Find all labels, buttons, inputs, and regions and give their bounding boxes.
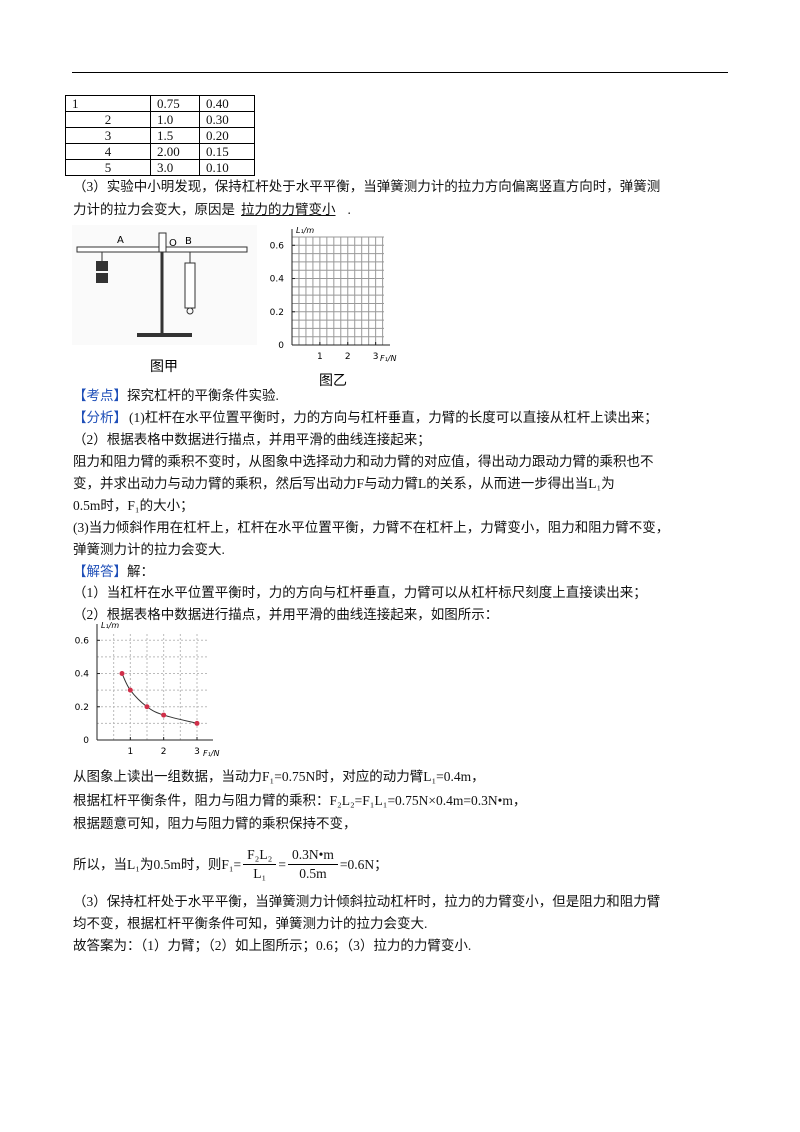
text-line: （3）保持杠杆处于水平平衡，当弹簧测力计倾斜拉动杠杆时，拉力的力臂变小，但是阻力… — [73, 894, 661, 909]
table-cell: 5 — [65, 159, 151, 176]
text-line: (3)当力倾斜作用在杠杆上，杠杆在水平位置平衡，力臂不在杠杆上，力臂变小，阻力和… — [73, 520, 670, 535]
section-line: 【解答】解： — [73, 563, 154, 581]
question-line: （3）实验中小明发现，保持杠杆处于水平平衡，当弹簧测力计的拉力方向偏离竖直方向时… — [73, 179, 661, 194]
x-axis-label: F₁/N — [380, 354, 397, 363]
y-axis-label: L₁/m — [101, 621, 119, 630]
y-tick-label: 0 — [83, 736, 89, 746]
text-line: 变，并求出动力与动力臂的乘积，然后写出动力F与动力臂L的关系，从而进一步得出当L… — [73, 476, 615, 491]
table-cell: 0.30 — [199, 111, 255, 128]
data-point — [119, 671, 125, 677]
table-row: 2 1.0 0.30 — [65, 111, 255, 128]
y-tick-label: 0.2 — [270, 308, 284, 318]
x-tick-label: 2 — [161, 747, 167, 757]
tag: 【解答】 — [73, 564, 127, 579]
spring-scale — [184, 262, 196, 309]
figure-b: 1 2 3 0 0.2 0.4 0.6 L₁/m F₁/N 图乙 — [270, 226, 397, 389]
x-tick-label: 3 — [373, 352, 379, 362]
table-cell: 3 — [65, 127, 151, 144]
text: 探究杠杆的平衡条件实验. — [127, 388, 279, 403]
text-line: （2）根据表格中数据进行描点，并用平滑的曲线连接起来； — [73, 432, 431, 447]
answer: 拉力的力臂变小 — [241, 202, 336, 217]
y-tick-label: 0.4 — [270, 275, 285, 285]
table-cell: 3.0 — [150, 159, 200, 176]
label: O — [169, 238, 177, 249]
y-tick-label: 0 — [278, 341, 284, 351]
x-axis-label: F₁/N — [203, 749, 220, 758]
text-line: （2）根据表格中数据进行描点，并用平滑的曲线连接起来，如图所示： — [73, 607, 499, 622]
x-tick-label: 1 — [127, 747, 133, 757]
text-line: (1)杠杆在水平位置平衡时，力的方向与杠杆垂直，力臂的长度可以直接从杠杆上读出来… — [129, 410, 658, 425]
curve — [121, 673, 198, 724]
data-table: 1 0.75 0.40 2 1.0 0.30 3 1.5 0.20 4 2.00 0.15 5 3.0 0.… — [65, 95, 255, 176]
fraction: F₂L₂ L₁ — [243, 846, 277, 883]
table-row: 1 0.75 0.40 — [65, 95, 255, 112]
denominator: L₁ — [253, 866, 267, 881]
tag: 【分析】 — [73, 410, 127, 425]
weight — [96, 261, 108, 271]
denominator: 0.5m — [299, 866, 327, 881]
ring — [186, 307, 194, 315]
table-cell: 2 — [65, 111, 151, 128]
text: 力计的拉力会变大，原因是 — [73, 202, 235, 217]
y-axis-label: L₁/m — [296, 226, 314, 235]
text: =0.6N； — [339, 856, 388, 872]
table-cell: 0.15 — [199, 143, 255, 160]
text-line: 故答案为：（1）力臂；（2）如上图所示；0.6；（3）拉力的力臂变小. — [73, 938, 472, 953]
text-line: 根据杠杆平衡条件，阻力与阻力臂的乘积：F₂L₂=F₁L₁=0.75N×0.4m=… — [73, 792, 527, 808]
data-point — [161, 712, 167, 718]
label: A — [117, 235, 124, 246]
x-tick-label: 2 — [345, 352, 351, 362]
table-cell: 1.5 — [150, 127, 200, 144]
text-line: 阻力和阻力臂的乘积不变时，从图象中选择动力和动力臂的对应值，得出动力跟动力臂的乘… — [73, 454, 654, 469]
tag: 【考点】 — [73, 388, 127, 403]
answer-graph: 1 2 3 0 0.2 0.4 0.6 L₁/m F₁/N — [75, 621, 220, 758]
y-tick-label: 0.4 — [75, 670, 90, 680]
table-cell: 0.75 — [150, 95, 200, 112]
table-cell: 2.00 — [150, 143, 200, 160]
text-line: 根据题意可知，阻力与阻力臂的乘积保持不变， — [73, 816, 357, 831]
text: . — [347, 202, 351, 217]
y-tick-label: 0.2 — [75, 703, 89, 713]
section-line: 【考点】探究杠杆的平衡条件实验. — [73, 387, 279, 405]
table-cell: 1.0 — [150, 111, 200, 128]
y-tick-label: 0.6 — [270, 241, 285, 251]
question-line: 力计的拉力会变大，原因是 拉力的力臂变小. — [73, 201, 351, 219]
caption: 图甲 — [150, 359, 178, 375]
fraction: 0.3N•m 0.5m — [287, 846, 338, 883]
numerator: 0.3N•m — [287, 846, 338, 865]
table-row: 5 3.0 0.10 — [65, 159, 255, 176]
base — [137, 333, 192, 337]
text: 解： — [127, 564, 154, 579]
table-cell: 4 — [65, 143, 151, 160]
label: B — [185, 236, 192, 247]
figure-a: A O B 图甲 — [72, 225, 257, 375]
table-row: 4 2.00 0.15 — [65, 143, 255, 160]
text-line: （1）当杠杆在水平位置平衡时，力的方向与杠杆垂直，力臂可以从杠杆标尺刻度上直接读… — [73, 585, 647, 600]
text: = — [278, 856, 286, 872]
table-cell: 0.40 — [199, 95, 255, 112]
text-line: 弹簧测力计的拉力会变大. — [73, 542, 225, 557]
x-tick-label: 3 — [194, 747, 200, 757]
x-tick-label: 1 — [317, 352, 323, 362]
y-tick-label: 0.6 — [75, 636, 90, 646]
top-rule — [72, 72, 728, 73]
table-row: 3 1.5 0.20 — [65, 127, 255, 144]
text-line: 从图象上读出一组数据，当动力F₁=0.75N时，对应的动力臂L₁=0.4m， — [73, 769, 485, 784]
fraction-line: 所以，当L₁为0.5m时，则F₁= F₂L₂ L₁ = 0.3N•m 0.5m =0… — [73, 846, 388, 883]
data-point — [127, 687, 133, 693]
table-cell: 0.10 — [199, 159, 255, 176]
numerator: F₂L₂ — [243, 846, 277, 865]
data-point — [144, 704, 150, 710]
text: 所以，当L₁为0.5m时，则F₁= — [73, 856, 242, 872]
data-point — [194, 720, 200, 726]
text-line: 均不变，根据杠杆平衡条件可知，弹簧测力计的拉力会变大. — [73, 916, 428, 931]
text-line: 0.5m时，F₁的大小； — [73, 498, 194, 513]
caption: 图乙 — [319, 373, 347, 389]
table-cell: 1 — [65, 95, 151, 112]
table-cell: 0.20 — [199, 127, 255, 144]
pivot — [158, 232, 167, 253]
weight — [96, 273, 108, 283]
